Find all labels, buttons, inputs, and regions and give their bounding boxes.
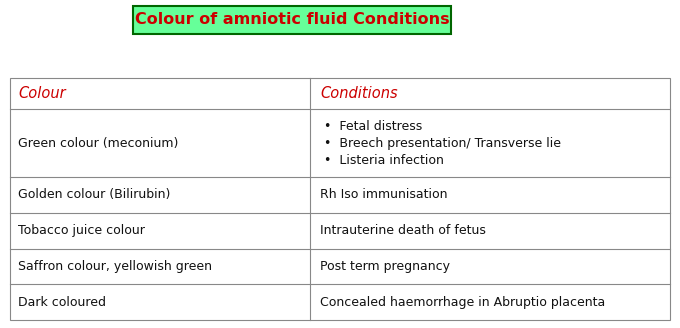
Text: Concealed haemorrhage in Abruptio placenta: Concealed haemorrhage in Abruptio placen…: [320, 296, 606, 309]
Text: Golden colour (Bilirubin): Golden colour (Bilirubin): [18, 188, 171, 201]
Text: Tobacco juice colour: Tobacco juice colour: [18, 224, 145, 237]
Text: Saffron colour, yellowish green: Saffron colour, yellowish green: [18, 260, 212, 273]
Bar: [10, 78, 670, 320]
Text: •  Fetal distress: • Fetal distress: [324, 120, 422, 133]
Text: Colour: Colour: [18, 86, 66, 101]
Text: Intrauterine death of fetus: Intrauterine death of fetus: [320, 224, 486, 237]
FancyBboxPatch shape: [133, 6, 451, 34]
Text: Dark coloured: Dark coloured: [18, 296, 106, 309]
Text: Conditions: Conditions: [320, 86, 398, 101]
Text: Colour of amniotic fluid Conditions: Colour of amniotic fluid Conditions: [135, 12, 449, 28]
Text: Post term pregnancy: Post term pregnancy: [320, 260, 450, 273]
Text: •  Breech presentation/ Transverse lie: • Breech presentation/ Transverse lie: [324, 137, 561, 150]
Text: Rh Iso immunisation: Rh Iso immunisation: [320, 188, 448, 201]
Text: Green colour (meconium): Green colour (meconium): [18, 137, 178, 150]
Text: •  Listeria infection: • Listeria infection: [324, 154, 444, 167]
